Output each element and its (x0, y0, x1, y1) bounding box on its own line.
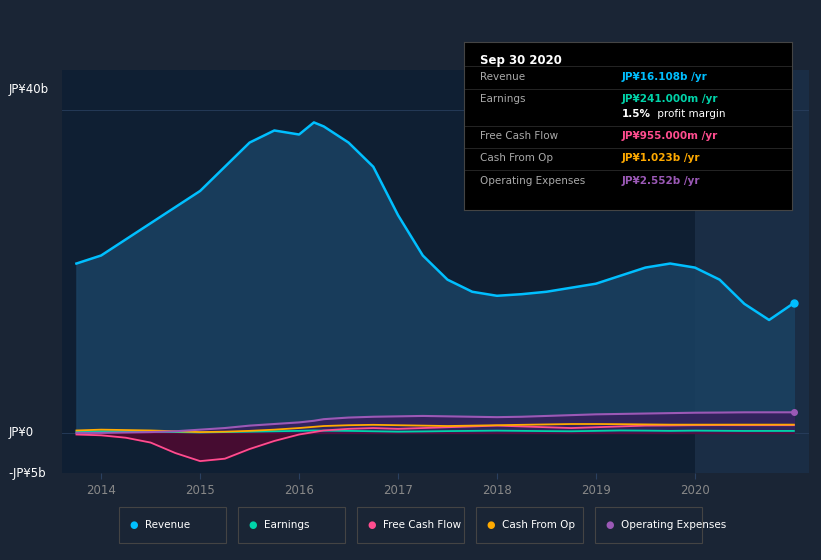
Text: Cash From Op: Cash From Op (480, 153, 553, 163)
Text: ●: ● (487, 520, 495, 530)
Text: ●: ● (606, 520, 614, 530)
Bar (695, 70, 809, 473)
Text: 1.5%: 1.5% (621, 109, 650, 119)
Text: JP¥241.000m /yr: JP¥241.000m /yr (621, 94, 718, 104)
Text: Sep 30 2020: Sep 30 2020 (480, 54, 562, 67)
Text: JP¥2.552b /yr: JP¥2.552b /yr (621, 176, 700, 186)
Text: JP¥40b: JP¥40b (8, 83, 48, 96)
Text: Free Cash Flow: Free Cash Flow (480, 131, 558, 141)
Text: JP¥1.023b /yr: JP¥1.023b /yr (621, 153, 700, 163)
Text: Earnings: Earnings (480, 94, 525, 104)
Text: Cash From Op: Cash From Op (502, 520, 576, 530)
Text: JP¥16.108b /yr: JP¥16.108b /yr (621, 72, 707, 82)
Text: JP¥0: JP¥0 (8, 426, 34, 440)
Text: -JP¥5b: -JP¥5b (8, 466, 46, 480)
Text: Revenue: Revenue (145, 520, 190, 530)
Text: Earnings: Earnings (264, 520, 310, 530)
Text: ●: ● (130, 520, 138, 530)
Text: profit margin: profit margin (654, 109, 726, 119)
Text: ●: ● (368, 520, 376, 530)
Text: Operating Expenses: Operating Expenses (621, 520, 727, 530)
Text: ●: ● (249, 520, 257, 530)
Text: Operating Expenses: Operating Expenses (480, 176, 585, 186)
Text: Free Cash Flow: Free Cash Flow (383, 520, 461, 530)
Text: JP¥955.000m /yr: JP¥955.000m /yr (621, 131, 718, 141)
Text: Revenue: Revenue (480, 72, 525, 82)
